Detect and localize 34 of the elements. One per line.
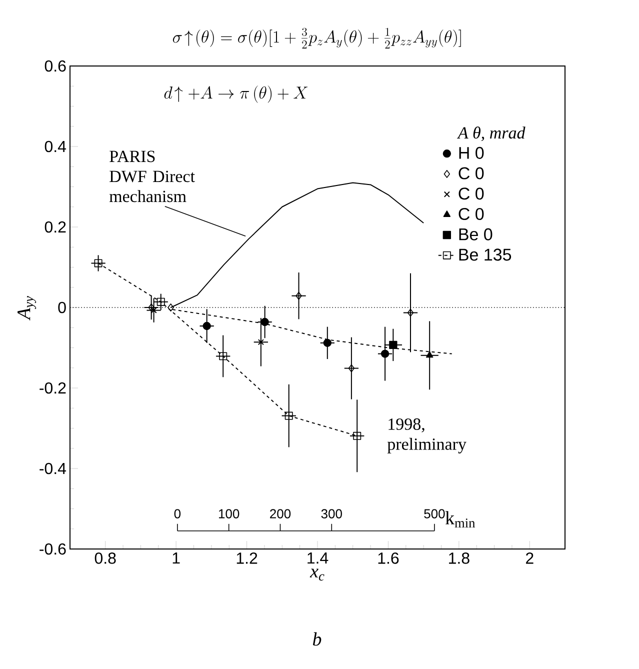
legend-title: A θ, mrad	[456, 126, 526, 142]
y-tick-label: -0.4	[40, 462, 66, 474]
x-axis-title: x$_{c}$	[310, 568, 324, 581]
y-tick-label: 0.2	[44, 221, 66, 233]
y-tick-label: -0.2	[40, 382, 66, 394]
annotation: 1998, preliminary	[387, 418, 466, 454]
x2-axis-title: k$_{min}$	[445, 511, 476, 528]
x2-tick-label: 500	[424, 509, 445, 518]
x-tick-label: 1.8	[449, 552, 470, 564]
text: b	[312, 632, 322, 646]
x-tick-label: 1	[172, 552, 180, 564]
y-tick-label: -0.6	[40, 543, 66, 555]
legend-label: C 0	[458, 188, 484, 200]
x-tick-label: 0.8	[94, 552, 116, 564]
text: $d\!\uparrow + A \to \pi\,(\theta) + X$	[164, 86, 308, 103]
text: PARIS DWF Direct mechanism	[109, 150, 195, 202]
x2-tick-label: 100	[218, 509, 240, 518]
x-tick-label: 1.2	[236, 552, 258, 564]
y-tick-label: 0.4	[44, 140, 66, 152]
legend-label: Be 0	[459, 228, 492, 240]
legend-label: H 0	[459, 146, 484, 159]
y-tick-label: 0	[58, 302, 66, 314]
legend-label: C 0	[458, 167, 484, 180]
y-tick-label: 0.6	[44, 60, 66, 72]
x2-tick-label: 0	[174, 509, 181, 518]
x-tick-label: 1.4	[308, 552, 328, 564]
y-axis-title: A$_{yy}$	[18, 296, 36, 320]
x2-tick-label: 300	[321, 509, 342, 518]
x2-tick-label: 200	[270, 509, 291, 518]
chart-title: $\sigma\!\uparrow\!(\theta) = \sigma(\theta)[1 + \frac{3}{2}p_z A_y(\theta) + \frac{1}{2}p_{zz}A_{yy}(\theta)]$	[172, 28, 461, 48]
x-tick-label: 2	[526, 552, 534, 564]
legend-label: Be 135	[459, 248, 512, 261]
legend-label: C 0	[458, 208, 484, 220]
x-tick-label: 1.6	[378, 552, 399, 564]
